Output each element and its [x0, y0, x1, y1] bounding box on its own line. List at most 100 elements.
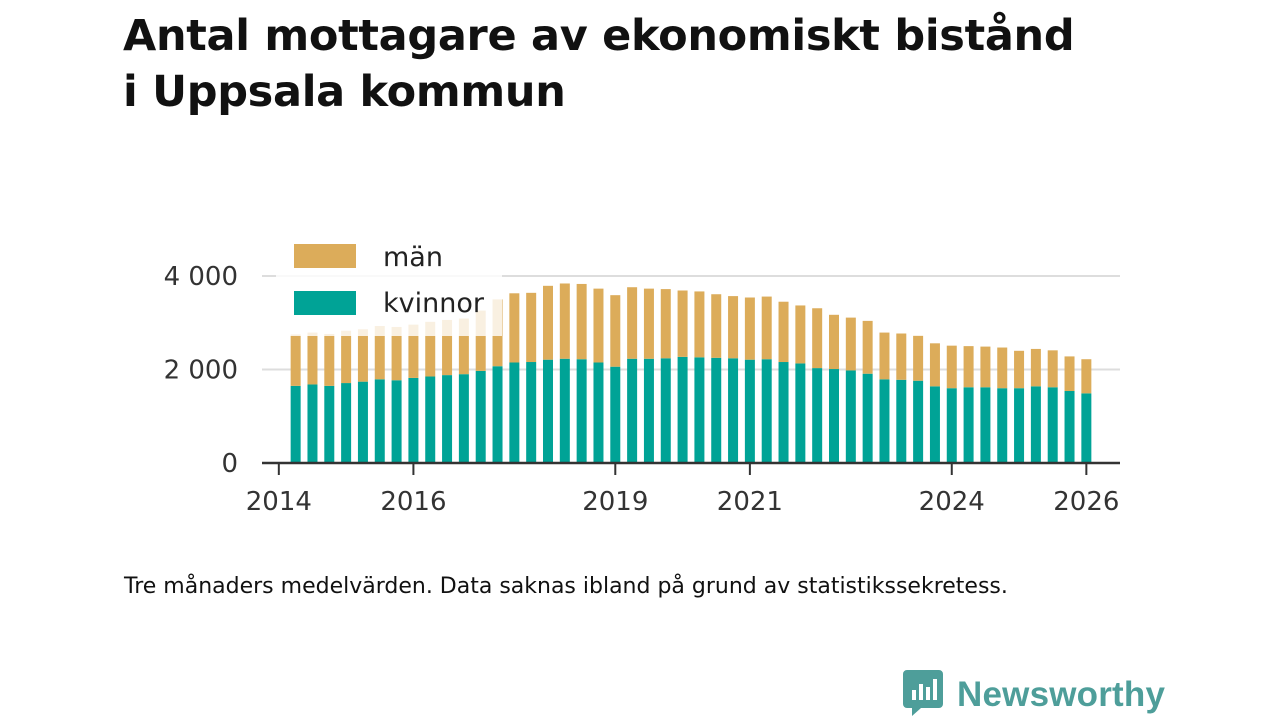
bar-women	[694, 357, 705, 463]
bar-women	[1047, 387, 1058, 463]
bar-men	[1064, 356, 1075, 392]
bar-men	[963, 346, 974, 388]
legend-label-men: män	[383, 242, 443, 273]
bar-women	[997, 388, 1008, 463]
bar-women	[307, 384, 318, 463]
bar-women	[812, 368, 823, 463]
bar-men	[845, 317, 856, 371]
chart-title-line-1: Antal mottagare av ekonomiskt bistånd	[123, 11, 1075, 61]
bar-women	[879, 379, 890, 463]
bar-men	[829, 314, 839, 370]
bar-men	[862, 320, 873, 374]
bar-men	[744, 297, 755, 360]
bar-women	[778, 362, 789, 463]
bar-men	[980, 346, 991, 388]
bar-men	[677, 290, 688, 357]
bar-men	[1081, 359, 1092, 394]
bar-women	[610, 366, 621, 463]
bar-men	[442, 319, 453, 376]
bar-men	[1014, 350, 1025, 389]
bar-men	[391, 326, 402, 381]
bar-women	[896, 379, 907, 463]
bar-men	[997, 347, 1008, 389]
bar-women	[509, 362, 520, 463]
bar-women	[761, 359, 772, 463]
newsworthy-logo-icon	[903, 670, 943, 720]
bar-women	[728, 358, 739, 463]
bar-women	[357, 381, 368, 463]
bar-women	[341, 383, 352, 463]
bar-women	[576, 359, 587, 463]
bar-women	[1081, 393, 1092, 463]
bar-men	[896, 333, 907, 380]
bar-men	[812, 308, 823, 369]
bar-men	[946, 345, 957, 389]
bar-women	[946, 388, 957, 463]
bar-women	[526, 362, 537, 463]
x-tick-label: 2026	[1053, 487, 1119, 517]
bar-men	[307, 332, 318, 385]
bar-men	[543, 285, 553, 360]
bar-women	[660, 358, 671, 463]
bar-men	[458, 318, 469, 375]
bar-men	[728, 296, 739, 359]
x-tick-label: 2014	[246, 487, 312, 517]
bar-men	[425, 321, 436, 377]
bar-women	[829, 369, 839, 463]
bar-men	[643, 288, 654, 359]
x-tick-label: 2021	[717, 487, 783, 517]
bar-women	[543, 359, 553, 463]
bar-women	[845, 370, 856, 463]
bar-men	[694, 291, 705, 358]
legend-label-women: kvinnor	[383, 288, 485, 319]
legend: män kvinnor	[276, 236, 502, 336]
bar-men	[761, 296, 772, 360]
axes: 0 2 000 4 000 2014 2016 2019 2021 2024 2026	[164, 262, 1120, 517]
chart-footnote: Tre månaders medelvärden. Data saknas ib…	[124, 574, 1008, 599]
bar-women	[980, 387, 991, 463]
bars	[290, 283, 1092, 463]
bar-women	[744, 359, 755, 463]
bar-women	[1030, 386, 1041, 463]
bar-women	[627, 358, 638, 463]
y-tick-label: 2 000	[164, 356, 238, 386]
bar-men	[610, 295, 621, 367]
bar-women	[593, 362, 604, 463]
bar-women	[862, 373, 873, 463]
bar-men	[1030, 348, 1041, 387]
bar-women	[475, 370, 486, 463]
bar-men	[660, 289, 671, 359]
bar-men	[408, 324, 419, 378]
bar-men	[475, 310, 486, 371]
bar-women	[643, 358, 654, 463]
bar-men	[374, 326, 385, 380]
chart-title-line-2: i Uppsala kommun	[123, 67, 566, 117]
bar-men	[627, 287, 638, 359]
bar-women	[391, 380, 402, 463]
bar-men	[324, 333, 335, 386]
bar-men	[357, 329, 368, 382]
bar-men	[290, 334, 301, 386]
y-tick-label: 4 000	[164, 262, 238, 292]
bar-women	[442, 375, 453, 463]
bar-women	[1014, 388, 1025, 463]
bar-women	[913, 380, 924, 463]
bar-women	[492, 366, 503, 463]
bar-men	[526, 292, 537, 363]
bar-men	[778, 301, 789, 363]
bar-men	[929, 343, 940, 387]
legend-swatch-men	[294, 244, 356, 268]
bar-women	[425, 376, 436, 463]
bar-men	[795, 305, 806, 364]
bar-women	[458, 374, 469, 463]
bar-women	[795, 363, 806, 463]
bar-men	[593, 288, 604, 363]
x-tick-label: 2016	[380, 487, 446, 517]
bar-men	[913, 335, 924, 381]
bar-men	[559, 283, 570, 359]
bar-men	[576, 283, 587, 360]
bar-men	[879, 332, 890, 380]
brand-logo[interactable]: Newsworthy	[903, 670, 1165, 720]
bar-men	[1047, 350, 1058, 388]
bar-women	[929, 386, 940, 463]
